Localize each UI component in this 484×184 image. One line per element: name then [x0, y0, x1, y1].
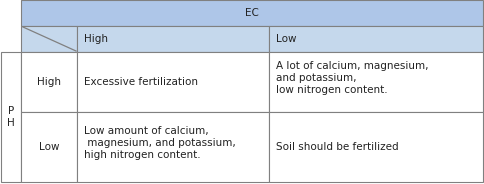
Text: High: High — [37, 77, 61, 87]
Bar — [269, 112, 483, 182]
Text: P
H: P H — [7, 106, 15, 128]
Text: A lot of calcium, magnesium,
and potassium,
low nitrogen content.: A lot of calcium, magnesium, and potassi… — [276, 61, 428, 95]
Bar — [77, 52, 269, 112]
Bar — [21, 26, 77, 52]
Text: Soil should be fertilized: Soil should be fertilized — [276, 142, 399, 152]
Text: High: High — [84, 34, 108, 44]
Bar — [21, 52, 77, 112]
Bar — [269, 26, 483, 52]
Bar — [77, 26, 269, 52]
Text: Excessive fertilization: Excessive fertilization — [84, 77, 198, 87]
Bar — [77, 112, 269, 182]
Text: EC: EC — [245, 8, 259, 18]
Text: Low: Low — [39, 142, 59, 152]
Bar — [21, 0, 483, 26]
Bar — [1, 52, 21, 182]
Text: Low amount of calcium,
 magnesium, and potassium,
high nitrogen content.: Low amount of calcium, magnesium, and po… — [84, 126, 236, 160]
Text: Low: Low — [276, 34, 297, 44]
Bar — [269, 52, 483, 112]
Bar — [21, 112, 77, 182]
